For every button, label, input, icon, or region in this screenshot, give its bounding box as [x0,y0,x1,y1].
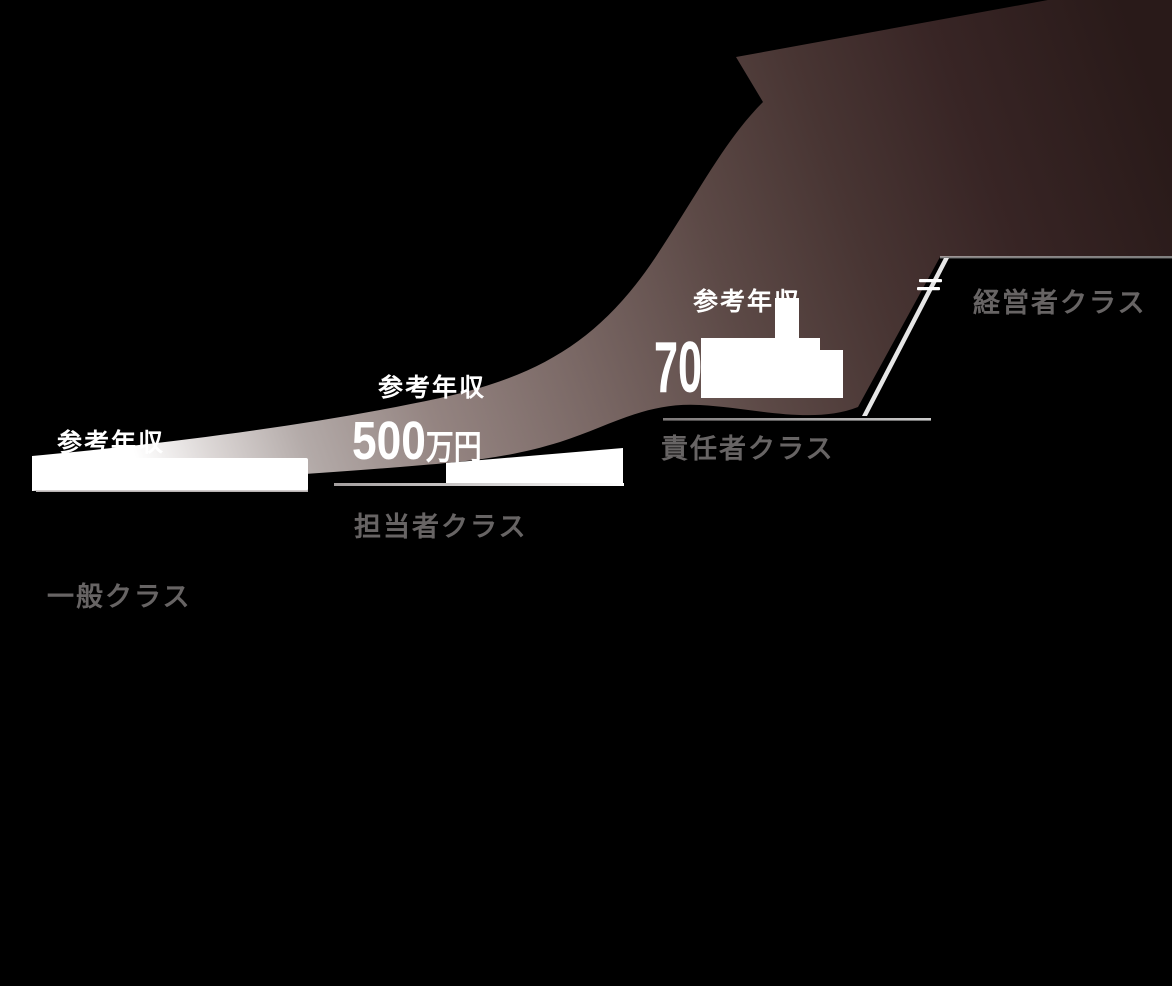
class-label-executive: 経営者クラス [973,288,1147,318]
salary-number-manager: 70 [654,328,703,408]
salary-number-staff: 500 [352,411,426,471]
salary-unit-staff: 万円 [425,429,482,467]
class-label-general: 一般クラス [47,582,192,612]
class-label-staff: 担当者クラス [354,512,528,542]
salary-caption-staff: 参考年収 [378,374,487,402]
salary-caption-general: 参考年収 [57,429,166,457]
salary-amount-staff: 500万円 [352,414,482,468]
salary-amount-manager: 70 [654,332,702,404]
class-label-manager: 責任者クラス [661,434,835,464]
salary-caption-manager: 参考年収 [693,288,802,316]
growth-arrow [32,0,1172,491]
